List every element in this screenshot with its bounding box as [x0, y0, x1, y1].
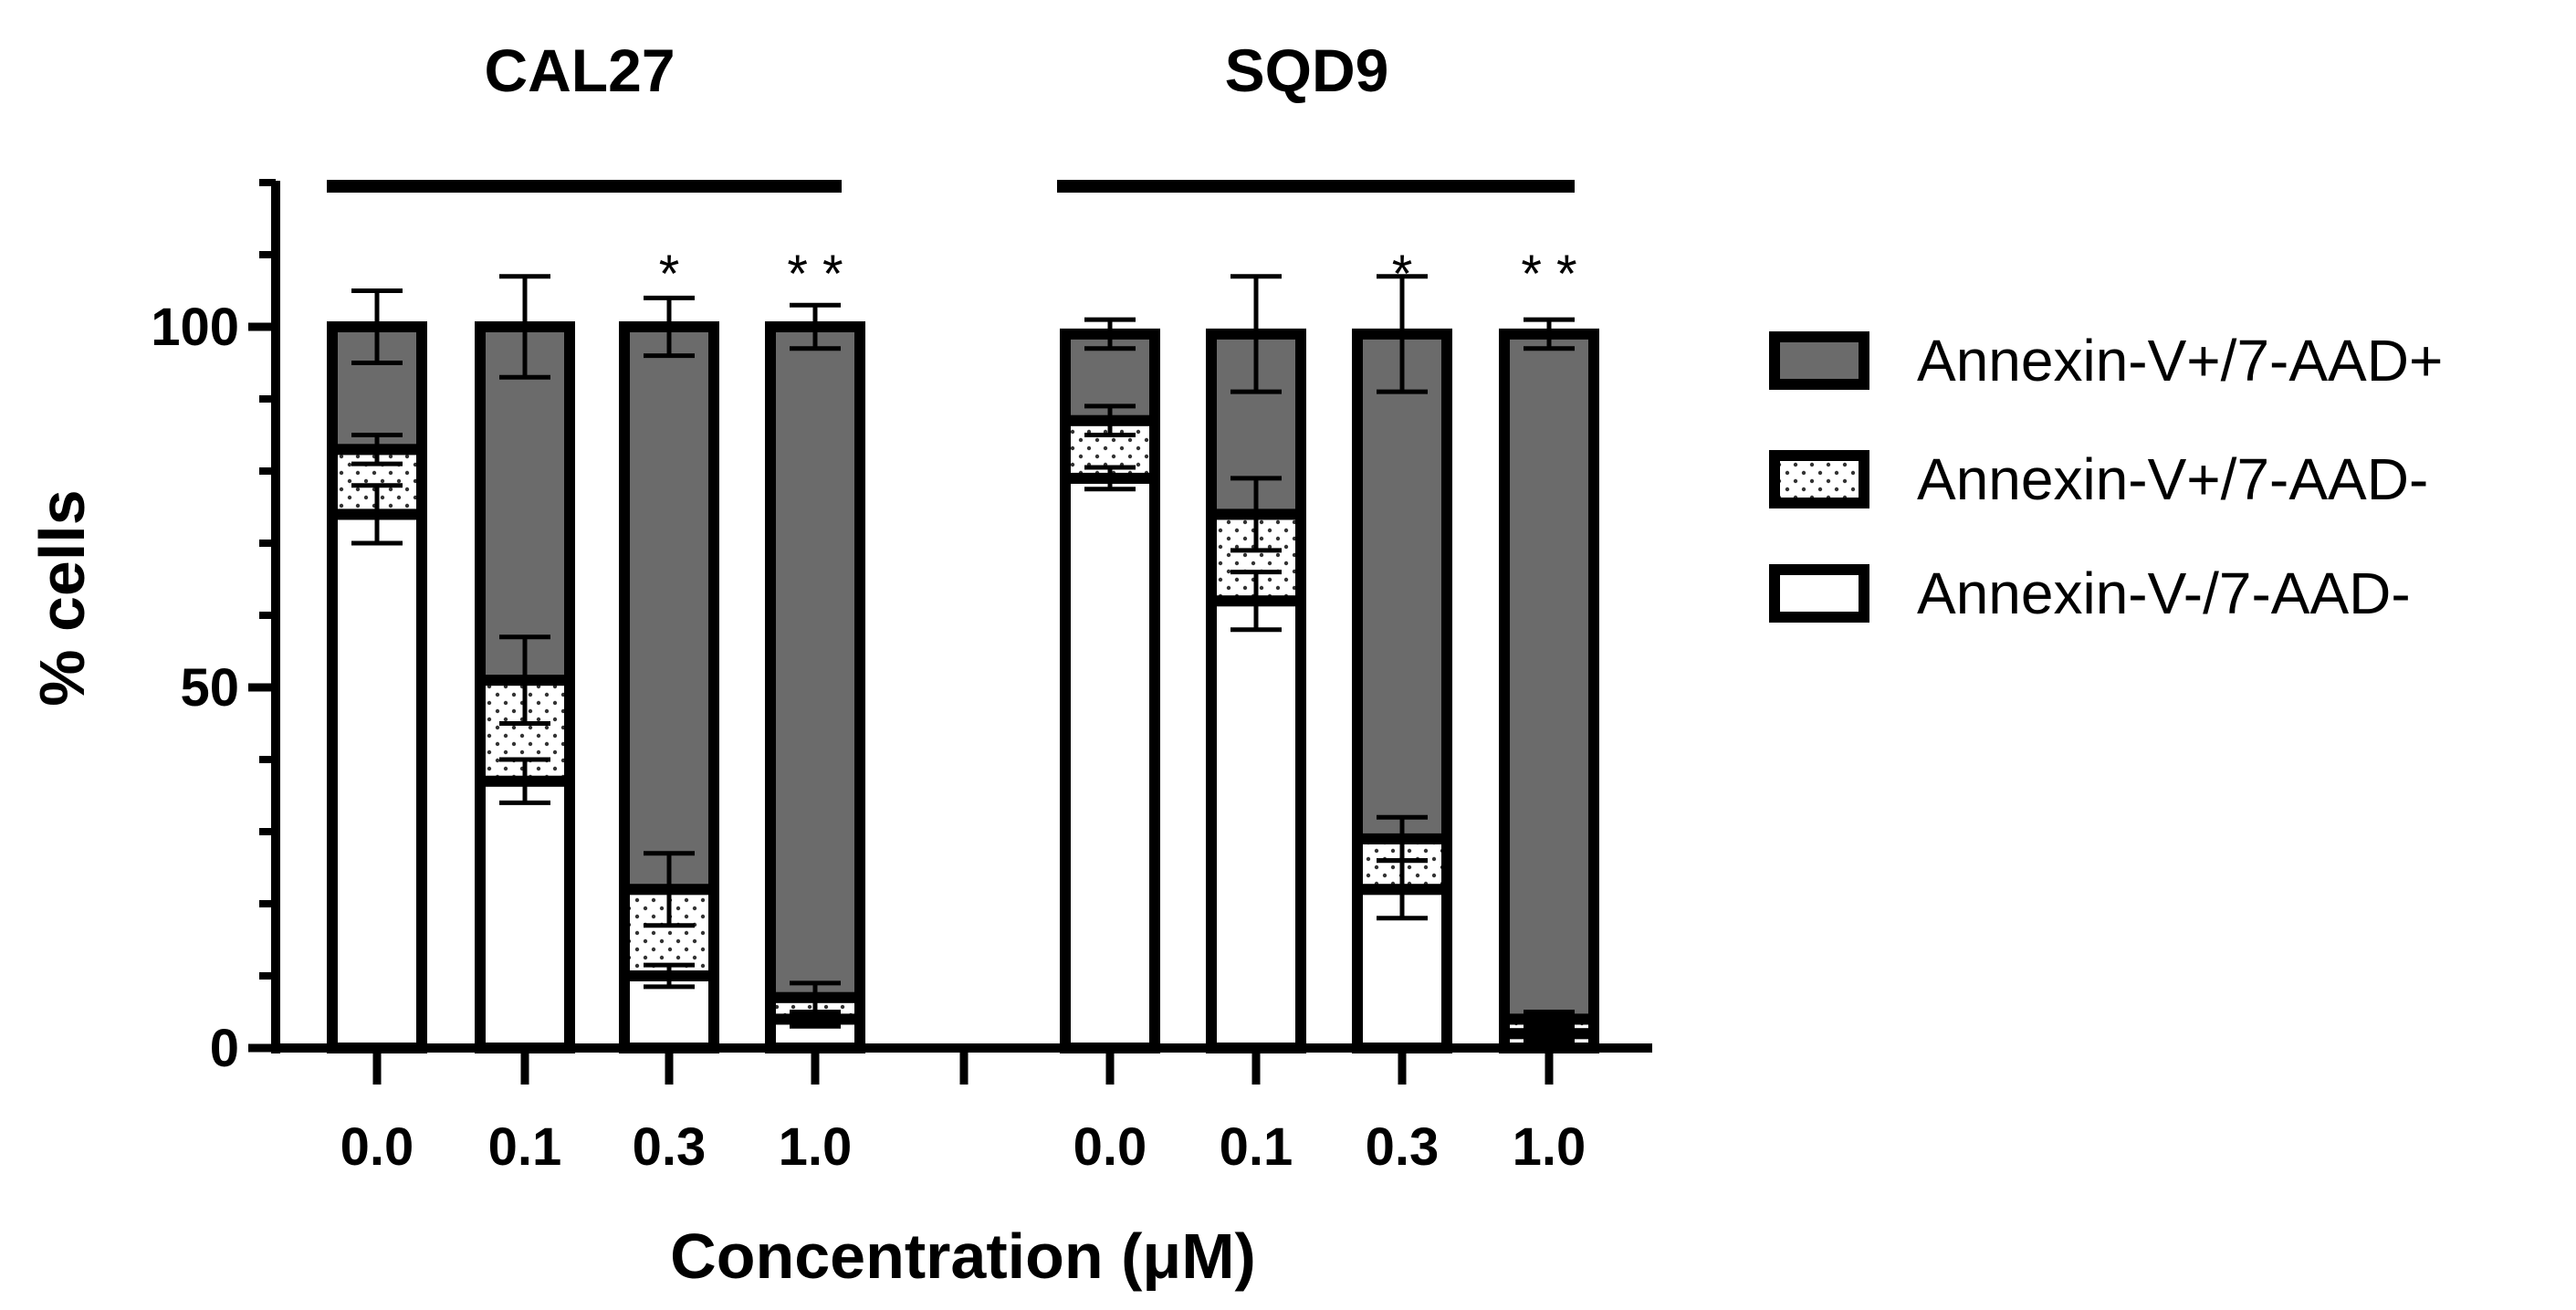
group-title: CAL27 — [484, 37, 675, 104]
significance-marker: * — [1392, 245, 1413, 304]
x-tick-label: 0.3 — [633, 1117, 707, 1177]
legend-swatch — [1769, 564, 1869, 623]
x-tick-label: 0.3 — [1366, 1117, 1440, 1177]
y-tick-label: 0 — [210, 1019, 239, 1078]
legend-swatch — [1769, 331, 1869, 390]
x-axis-title: Concentration (μM) — [670, 1221, 1256, 1292]
bar-segment — [475, 321, 575, 686]
bar-segment — [1499, 328, 1599, 1025]
y-axis-title: % cells — [26, 489, 98, 706]
x-tick-label: 0.1 — [1220, 1117, 1293, 1177]
significance-marker: * — [659, 245, 680, 304]
bar-segment — [1060, 472, 1160, 1053]
x-tick-label: 0.0 — [1073, 1117, 1147, 1177]
y-tick-label: 50 — [180, 658, 239, 718]
legend-label: Annexin-V+/7-AAD+ — [1917, 328, 2443, 393]
bar-segment — [327, 508, 427, 1053]
significance-marker: * * — [787, 245, 843, 304]
bar-segment — [765, 321, 865, 1003]
bar-segment — [1206, 595, 1306, 1053]
y-tick-label: 100 — [151, 298, 239, 357]
significance-marker: * * — [1521, 245, 1576, 304]
legend-label: Annexin-V-/7-AAD- — [1917, 561, 2411, 626]
legend-label: Annexin-V+/7-AAD- — [1917, 446, 2428, 512]
legend-swatch — [1769, 450, 1869, 508]
x-tick-label: 1.0 — [779, 1117, 853, 1177]
group-title: SQD9 — [1225, 37, 1389, 104]
bar-segment — [1352, 328, 1452, 844]
bar-segment — [475, 775, 575, 1053]
x-tick-label: 0.0 — [340, 1117, 414, 1177]
bar-segment — [619, 321, 719, 896]
x-tick-label: 1.0 — [1513, 1117, 1586, 1177]
x-tick-label: 0.1 — [488, 1117, 562, 1177]
